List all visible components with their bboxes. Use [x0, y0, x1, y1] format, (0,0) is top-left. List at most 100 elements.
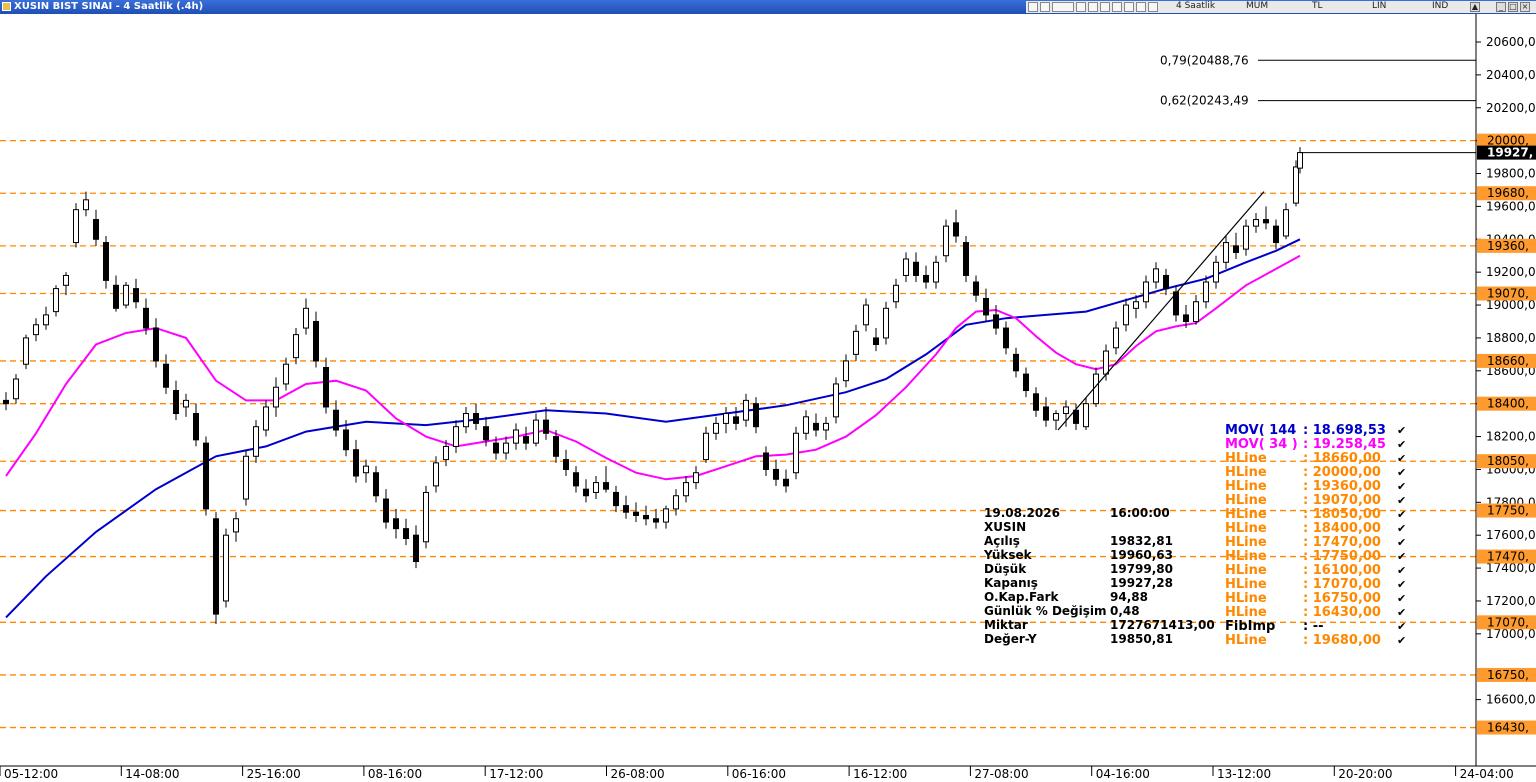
candle-27 [273, 377, 279, 417]
legend-check-icon-14[interactable]: ✔ [1397, 620, 1407, 633]
indicator-icon[interactable] [1088, 2, 1098, 12]
period-label[interactable]: 4 Saatlik [1176, 1, 1216, 11]
x-tick-label-3: 08-16:00 [368, 767, 422, 781]
scale-label[interactable]: LIN [1372, 1, 1387, 11]
candle-35 [353, 439, 359, 483]
hline-label-bg-7 [1477, 503, 1536, 518]
x-tick-label-10: 13-12:00 [1217, 767, 1271, 781]
settings-icon[interactable] [1028, 2, 1038, 12]
chart-style-label[interactable]: MUM [1246, 1, 1269, 11]
grid-icon[interactable] [1148, 2, 1158, 12]
y-tick-label-2: 17200,0 [1486, 594, 1536, 608]
price-chart[interactable]: 0,79(20488,76 0,62(20243,49 16600,0 17000,… [0, 14, 1536, 782]
restore-icon[interactable]: □ [1508, 2, 1518, 12]
candle-44 [443, 439, 449, 467]
legend-check-icon-7[interactable]: ✔ [1397, 522, 1407, 535]
y-tick-label-15: 19800,0 [1486, 167, 1536, 181]
candle-64 [643, 505, 649, 526]
draw-icon[interactable] [1100, 2, 1110, 12]
y-tick-label-0: 16600,0 [1486, 693, 1536, 707]
hline-label-1: 19680, [1487, 186, 1529, 200]
candle-63 [633, 502, 639, 523]
info-label-1: Yüksek [984, 548, 1032, 562]
info-value-7: 19850,81 [1110, 632, 1174, 646]
candle-74 [743, 393, 749, 427]
hline-label-2: 19360, [1487, 239, 1529, 253]
info-label-0: Açılış [984, 534, 1020, 548]
candle-2 [23, 334, 29, 370]
legend-label-7: HLine [1225, 521, 1267, 536]
candle-0 [3, 392, 9, 411]
candle-95 [953, 209, 959, 243]
candle-79 [793, 426, 799, 480]
legend-check-icon-11[interactable]: ✔ [1397, 578, 1407, 591]
legend-check-icon-6[interactable]: ✔ [1397, 508, 1407, 521]
legend-check-icon-13[interactable]: ✔ [1397, 606, 1407, 619]
candle-55 [553, 429, 559, 463]
legend-check-icon-2[interactable]: ✔ [1397, 452, 1407, 465]
candle-20 [203, 436, 209, 516]
tools-icon[interactable] [1040, 2, 1050, 12]
cursor-icon[interactable] [1076, 2, 1086, 12]
legend-label-12: HLine [1225, 591, 1267, 606]
legend-value-8: : 17470,00 [1303, 535, 1381, 550]
scroll-up-icon[interactable]: ▲ [1470, 2, 1480, 12]
legend-check-icon-3[interactable]: ✔ [1397, 466, 1407, 479]
period-selector-icon[interactable] [1052, 2, 1074, 12]
candle-60 [603, 466, 609, 493]
zoom-out-icon[interactable] [1124, 2, 1134, 12]
legend-check-icon-8[interactable]: ✔ [1397, 536, 1407, 549]
candle-38 [383, 489, 389, 529]
legend-check-icon-0[interactable]: ✔ [1397, 424, 1407, 437]
candle-6 [63, 272, 69, 296]
legend-check-icon-5[interactable]: ✔ [1397, 494, 1407, 507]
candle-92 [923, 265, 929, 289]
refresh-icon[interactable] [1136, 2, 1146, 12]
legend-check-icon-10[interactable]: ✔ [1397, 564, 1407, 577]
candle-127 [1273, 219, 1279, 250]
trend-line[interactable] [1057, 191, 1265, 431]
legend-value-14: : -- [1303, 619, 1324, 634]
candle-36 [363, 459, 369, 483]
hline-label-3: 19070, [1487, 287, 1529, 301]
info-label-7: Değer-Y [984, 632, 1037, 646]
info-label-5: Günlük % Değişim [984, 604, 1107, 618]
candle-93 [933, 255, 939, 289]
candle-43 [433, 456, 439, 493]
candle-42 [423, 485, 429, 549]
x-tick-label-12: 24-04:00 [1460, 767, 1514, 781]
legend-value-11: : 17070,00 [1303, 577, 1381, 592]
legend-label-1: MOV( 34 ) [1225, 437, 1298, 452]
legend-label-0: MOV( 144 [1225, 423, 1297, 438]
candle-70 [703, 426, 709, 463]
y-tick-label-10: 18800,0 [1486, 331, 1536, 345]
candle-3 [33, 318, 39, 342]
hline-label-bg-2 [1477, 238, 1536, 253]
close-icon[interactable]: × [1520, 2, 1530, 12]
zoom-in-icon[interactable] [1112, 2, 1122, 12]
candle-45 [453, 420, 459, 453]
candle-11 [113, 275, 119, 312]
legend-check-icon-9[interactable]: ✔ [1397, 550, 1407, 563]
legend-check-icon-12[interactable]: ✔ [1397, 592, 1407, 605]
chart-toolbar: 4 Saatlik MUM TL LIN IND ▲ _ □ × [1026, 1, 1536, 13]
candle-66 [663, 505, 669, 529]
legend-value-15: : 19680,00 [1303, 633, 1381, 648]
candle-107 [1073, 403, 1079, 430]
mode-label[interactable]: IND [1432, 1, 1449, 11]
currency-label[interactable]: TL [1312, 1, 1323, 11]
candle-105 [1053, 410, 1059, 430]
legend-label-13: HLine [1225, 605, 1267, 620]
app-icon [2, 2, 11, 11]
legend-check-icon-15[interactable]: ✔ [1397, 634, 1407, 647]
minimize-icon[interactable]: _ [1496, 2, 1506, 12]
candle-114 [1143, 275, 1149, 309]
candle-97 [973, 275, 979, 302]
legend-check-icon-4[interactable]: ✔ [1397, 480, 1407, 493]
ma144-line [5, 238, 1301, 619]
candle-71 [713, 416, 719, 440]
legend-label-10: HLine [1225, 563, 1267, 578]
candle-80 [803, 410, 809, 440]
legend-value-1: : 19.258,45 [1303, 437, 1386, 452]
legend-check-icon-1[interactable]: ✔ [1397, 438, 1407, 451]
